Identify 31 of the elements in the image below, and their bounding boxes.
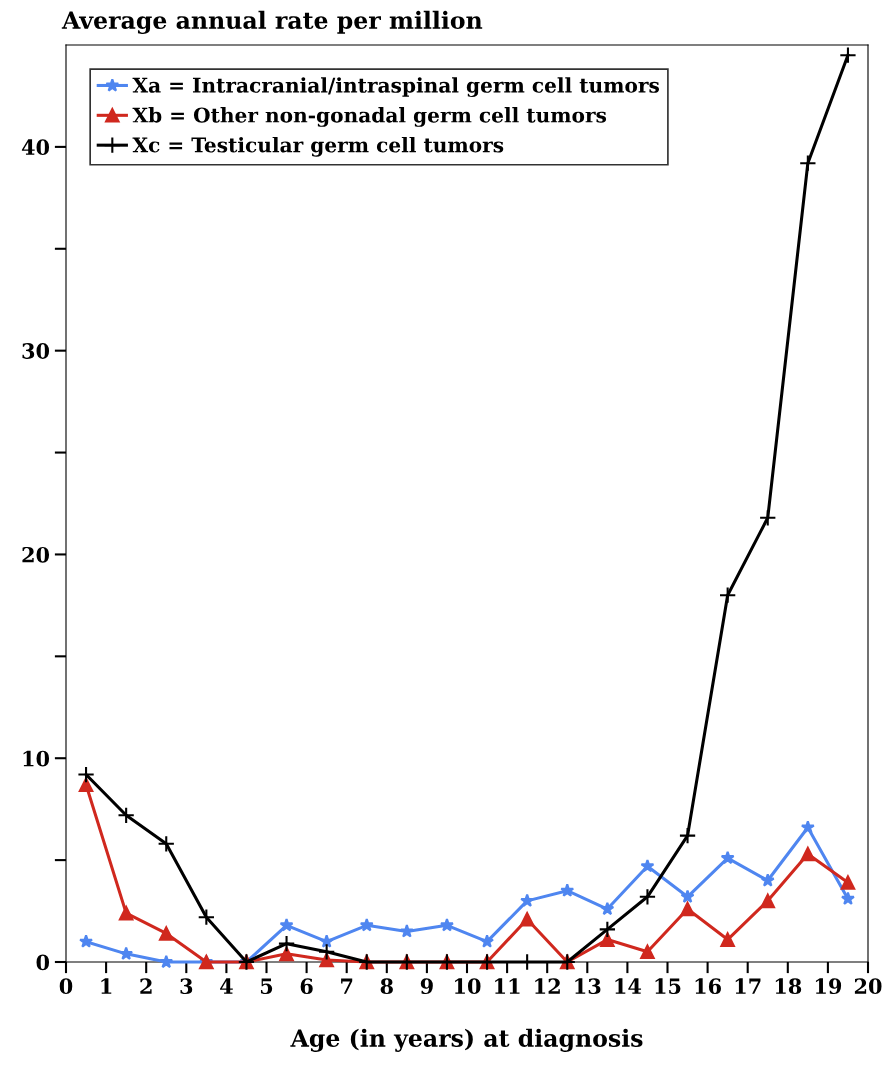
x-tick-label: 6 bbox=[300, 978, 313, 995]
x-tick-label: 1 bbox=[101, 978, 112, 994]
x-tick-label: 10 bbox=[455, 978, 481, 995]
x-tick-label: 9 bbox=[420, 978, 433, 995]
legend-label: Xc = Testicular germ cell tumors bbox=[132, 136, 504, 157]
x-tick-label: 18 bbox=[775, 978, 802, 995]
x-tick-label: 15 bbox=[655, 978, 681, 995]
x-tick-label: 2 bbox=[140, 978, 152, 994]
y-tick-label: 40 bbox=[21, 139, 50, 156]
x-tick-label: 4 bbox=[220, 978, 233, 994]
x-tick-label: 14 bbox=[615, 978, 642, 994]
x-tick-label: 3 bbox=[180, 978, 193, 995]
x-tick-label: 19 bbox=[815, 978, 842, 995]
x-tick-label: 13 bbox=[575, 978, 601, 995]
x-tick-label: 16 bbox=[695, 978, 721, 995]
legend-label: Xb = Other non-gonadal germ cell tumors bbox=[132, 107, 607, 127]
x-tick-label: 11 bbox=[495, 978, 520, 994]
x-axis-title: Age (in years) at diagnosis bbox=[290, 1028, 643, 1052]
x-tick-label: 17 bbox=[735, 978, 761, 994]
x-tick-label: 7 bbox=[341, 978, 353, 994]
x-tick-label: 20 bbox=[854, 978, 882, 995]
y-tick-label: 10 bbox=[23, 750, 50, 767]
y-axis-title: Average annual rate per million bbox=[61, 10, 483, 34]
y-tick-label: 30 bbox=[22, 343, 50, 359]
x-tick-label: 12 bbox=[535, 978, 560, 994]
x-tick-label: 5 bbox=[260, 978, 273, 995]
y-tick-label: 20 bbox=[22, 546, 50, 563]
legend-label: Xa = Intracranial/intraspinal germ cell tumors bbox=[132, 77, 660, 97]
y-tick-label: 0 bbox=[36, 954, 50, 971]
x-tick-label: 0 bbox=[59, 978, 73, 995]
x-tick-label: 8 bbox=[380, 978, 393, 995]
